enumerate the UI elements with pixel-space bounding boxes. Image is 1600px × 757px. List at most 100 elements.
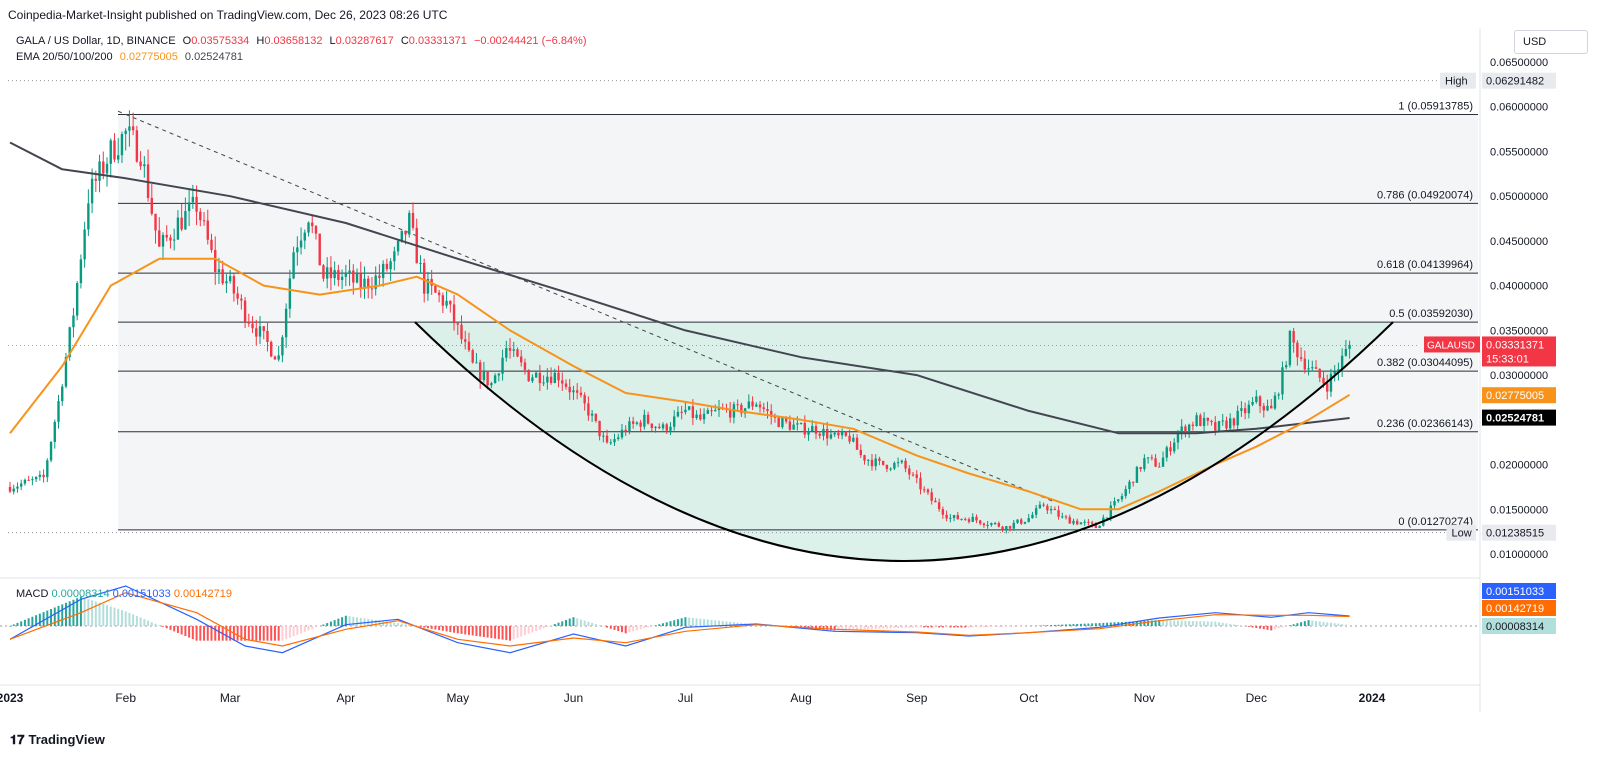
macd-histogram-bar [180, 626, 183, 635]
time-tick-label: Mar [220, 691, 241, 705]
ema200-badge-bg [1482, 409, 1556, 426]
price-tick-label: 0.03000000 [1490, 370, 1548, 382]
macd-histogram-bar [721, 621, 724, 626]
macd-histogram-bar [725, 621, 728, 626]
candle-body [284, 308, 288, 338]
macd-histogram-bar [1165, 620, 1168, 626]
candle-body [169, 237, 172, 241]
macd-histogram-bar [1232, 624, 1235, 626]
macd-histogram-bar [938, 626, 941, 628]
candle-body [486, 370, 489, 386]
candle-body [900, 460, 904, 463]
macd-histogram-bar [982, 626, 985, 628]
macd-histogram-bar [587, 621, 590, 626]
macd-histogram-bar [1057, 624, 1060, 626]
macd-histogram-bar [1158, 620, 1161, 626]
macd-histogram-bar [1199, 621, 1202, 626]
macd-histogram-bar [277, 626, 280, 641]
candle-body [307, 222, 310, 233]
macd-histogram-bar [1180, 620, 1183, 626]
candle-body [564, 383, 568, 387]
macd-histogram-bar [699, 618, 702, 626]
macd-histogram-bar [38, 613, 41, 626]
macd-histogram-bar [292, 626, 295, 637]
macd-histogram-bar [889, 626, 892, 629]
candle-body [520, 356, 523, 363]
macd-histogram-bar [628, 626, 631, 633]
macd-histogram-bar [1322, 621, 1325, 626]
macd-histogram-bar [990, 626, 993, 627]
candle-body [117, 155, 120, 160]
macd-histogram-bar [31, 616, 34, 626]
candle-body [1184, 426, 1187, 434]
macd-histogram-bar [1341, 624, 1344, 626]
macd-histogram-bar [251, 626, 254, 641]
macd-histogram-bar [676, 619, 679, 626]
candles [8, 110, 1351, 534]
candle-body [553, 372, 556, 383]
macd-histogram-bar [688, 617, 691, 626]
candle-body [452, 304, 456, 324]
macd-histogram-bar [408, 624, 411, 626]
candle-body [1173, 442, 1176, 452]
price-tick-label: 0.05500000 [1490, 146, 1548, 158]
candle-body [893, 462, 896, 469]
candle-body [699, 414, 702, 420]
candle-body [1318, 368, 1321, 378]
macd-histogram-bar [426, 626, 429, 629]
candle-body [587, 403, 590, 416]
candle-body [781, 417, 784, 428]
candle-body [1034, 508, 1038, 515]
candle-body [348, 270, 351, 274]
candle-body [814, 426, 818, 434]
macd-histogram-bar [531, 626, 534, 633]
candle-body [975, 516, 978, 521]
candle-body [1083, 521, 1086, 523]
macd-histogram-bar [1176, 620, 1179, 626]
candle-body [422, 262, 426, 294]
currency-selector[interactable]: USD [1514, 30, 1588, 54]
candle-body [1076, 520, 1079, 525]
candle-body [617, 437, 620, 440]
macd-histogram-bar [255, 626, 258, 641]
candle-body [1348, 344, 1351, 349]
candle-body [57, 401, 60, 422]
candle-body [680, 411, 683, 413]
candle-body [643, 414, 646, 427]
macd-histogram-bar [1106, 622, 1109, 626]
candle-body [311, 222, 314, 227]
macd-histogram-bar [520, 626, 523, 637]
fib-label-0-786: 0.786 (0.04920074) [1377, 189, 1473, 201]
macd-histogram-bar [1262, 626, 1265, 630]
fib-label-0-236: 0.236 (0.02366143) [1377, 418, 1473, 430]
candle-body [64, 357, 68, 387]
macd-histogram-bar [542, 626, 545, 629]
candle-body [807, 431, 810, 435]
macd-histogram-bar [1303, 621, 1306, 626]
macd-histogram-bar [1042, 625, 1045, 626]
macd-histogram-bar [203, 626, 206, 641]
candle-body [941, 509, 945, 515]
candle-body [598, 420, 601, 437]
macd-histogram-bar [236, 626, 239, 641]
candle-body [516, 349, 519, 357]
candle-body [27, 479, 30, 481]
high-badge-label: High [1445, 76, 1468, 88]
macd-histogram-bar [497, 626, 500, 640]
candle-body [501, 357, 504, 374]
high-value: 0.03658132 [264, 35, 323, 47]
candle-body [1023, 521, 1027, 524]
candle-body [1090, 522, 1094, 524]
candle-body [199, 211, 202, 221]
candle-body [855, 437, 859, 450]
countdown-badge: 15:33:01 [1486, 353, 1529, 365]
last-price-badge-bg [1482, 336, 1556, 367]
candle-body [1027, 518, 1030, 522]
macd-legend: MACD 0.00008314 0.00151033 0.00142719 [16, 588, 232, 600]
tradingview-logo[interactable]: 𝟏𝟕 TradingView [10, 732, 105, 748]
macd-histogram-bar [684, 617, 687, 626]
candle-body [195, 196, 198, 212]
candle-body [1247, 404, 1251, 414]
